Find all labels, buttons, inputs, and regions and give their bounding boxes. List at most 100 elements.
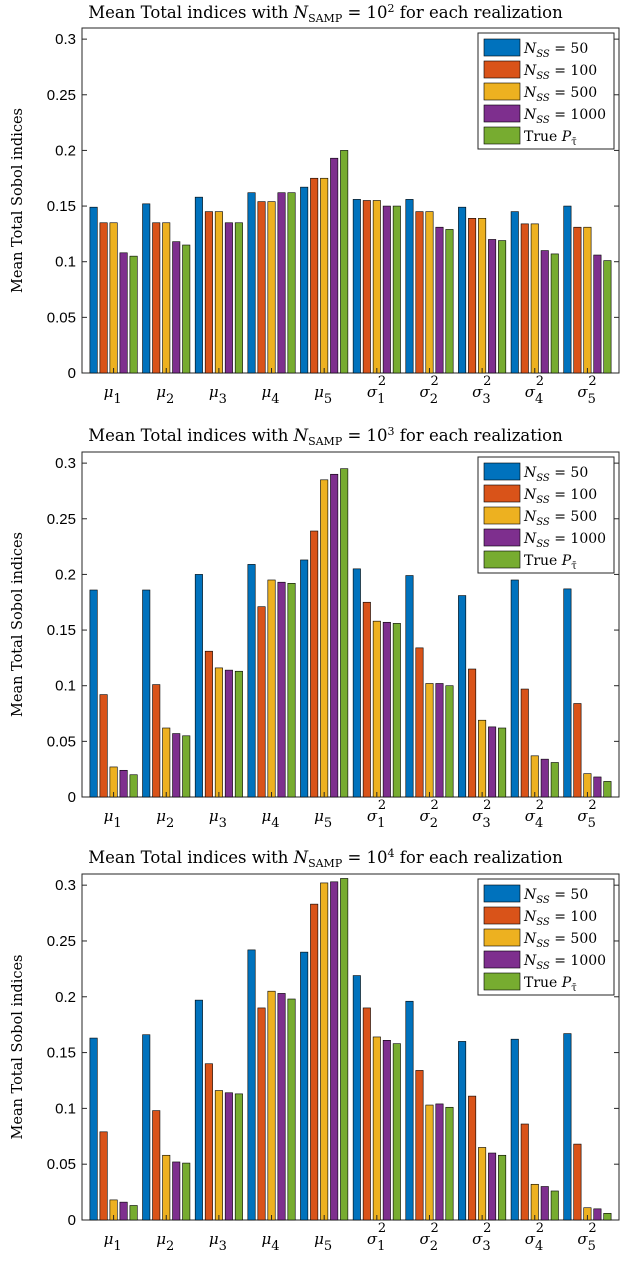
bar-1-6 [352,199,361,374]
x-tick-label: σ5 [577,383,596,407]
legend-swatch-3 [483,82,521,101]
y-tick-label: 0 [68,365,76,382]
legend-label-3: NSS = 500 [523,85,597,104]
bar-3-8 [478,719,487,798]
bar-4-1 [119,1201,128,1221]
bar-2-5 [310,903,319,1221]
legend-label-4: NSS = 1000 [523,531,606,550]
y-tick-label: 0.15 [47,1045,76,1062]
bar-4-1 [119,252,128,374]
legend-label-1: NSS = 50 [523,887,588,906]
x-tick-label: σ4 [525,1230,544,1254]
x-tick-label-sup: 2 [483,374,491,389]
bar-5-4 [287,583,296,798]
x-tick-label: μ5 [314,1230,332,1254]
x-tick-label: μ3 [209,807,227,831]
y-tick-label: 0.25 [47,933,76,950]
bar-1-9 [510,579,519,798]
bar-4-2 [172,1161,181,1221]
bar-3-9 [530,223,539,374]
y-tick-label: 0.05 [47,309,76,326]
bar-5-5 [340,468,349,798]
bar-5-3 [234,222,243,374]
bar-4-4 [277,993,286,1221]
bar-4-9 [540,758,549,798]
bar-5-8 [498,727,507,798]
bar-2-3 [204,650,213,798]
bar-2-6 [362,200,371,374]
x-tick-label-sup: 2 [378,798,386,813]
x-tick-label: μ5 [314,383,332,407]
bar-2-7 [415,1070,424,1221]
bar-1-8 [458,206,467,374]
bar-5-2 [182,244,191,374]
bar-4-9 [540,250,549,374]
y-axis-label: Mean Total Sobol indices [10,532,26,717]
y-tick-label: 0.2 [55,566,76,583]
bar-4-2 [172,733,181,798]
y-tick-label: 0.3 [55,31,76,48]
x-tick-label-sup: 2 [483,1221,491,1236]
bar-3-1 [109,222,118,374]
bar-2-7 [415,647,424,798]
bar-5-3 [234,1093,243,1221]
bar-2-1 [99,694,108,798]
bar-5-9 [550,762,559,798]
bar-1-7 [405,575,414,798]
bar-1-10 [563,205,572,374]
legend-swatch-4 [483,950,521,969]
legend: NSS = 50 NSS = 100 NSS = 500 NSS = 1000 True… [477,456,615,574]
x-tick-label-sup: 2 [588,374,596,389]
x-tick-label-sup: 2 [588,798,596,813]
y-tick-label: 0.25 [47,511,76,528]
bar-5-4 [287,192,296,374]
bar-4-6 [382,1040,391,1221]
bar-3-5 [320,479,329,798]
x-tick-label-sup: 2 [483,798,491,813]
x-tick-label-sup: 2 [378,1221,386,1236]
x-tick-label: μ3 [209,1230,227,1254]
bar-5-3 [234,670,243,798]
bar-3-2 [162,727,171,798]
x-tick-label: σ5 [577,807,596,831]
bar-5-6 [392,1043,401,1221]
bar-5-6 [392,205,401,374]
y-tick-label: 0.1 [55,254,76,271]
x-tick-label: σ1 [367,383,386,407]
bar-2-4 [257,201,266,374]
x-tick-label-sup: 2 [430,374,438,389]
x-tick-label: σ3 [472,1230,491,1254]
bar-1-1 [89,1037,98,1221]
legend-label-5: True Pτ̄ [524,553,577,572]
bar-3-3 [214,667,223,798]
bar-4-7 [435,226,444,374]
bar-1-5 [300,559,309,798]
bar-3-3 [214,211,223,374]
x-tick-label: μ1 [104,807,122,831]
bar-1-4 [247,949,256,1221]
bar-1-3 [194,999,203,1221]
bar-1-1 [89,589,98,798]
y-tick-label: 0.05 [47,1156,76,1173]
bar-3-8 [478,1147,487,1221]
chart-panel-1: 00.050.10.150.20.250.3μ1 μ2 μ3 μ4 μ5 σ12σ22σ3… [10,2,620,407]
bar-5-10 [603,781,612,798]
bar-1-1 [89,206,98,374]
bar-2-8 [468,1095,477,1221]
legend-label-3: NSS = 500 [523,509,597,528]
bar-1-5 [300,186,309,374]
legend-label-2: NSS = 100 [523,487,597,506]
y-tick-label: 0.3 [55,877,76,894]
bar-3-4 [267,990,276,1221]
x-tick-label-sup: 2 [536,1221,544,1236]
legend-label-1: NSS = 50 [523,465,588,484]
bar-3-9 [530,1183,539,1221]
bar-2-9 [520,1123,529,1221]
bar-3-10 [583,226,592,374]
x-tick-label: σ4 [525,807,544,831]
bar-4-3 [224,1092,233,1221]
bar-1-7 [405,1000,414,1221]
legend-swatch-3 [483,928,521,947]
bar-5-7 [445,1106,454,1221]
